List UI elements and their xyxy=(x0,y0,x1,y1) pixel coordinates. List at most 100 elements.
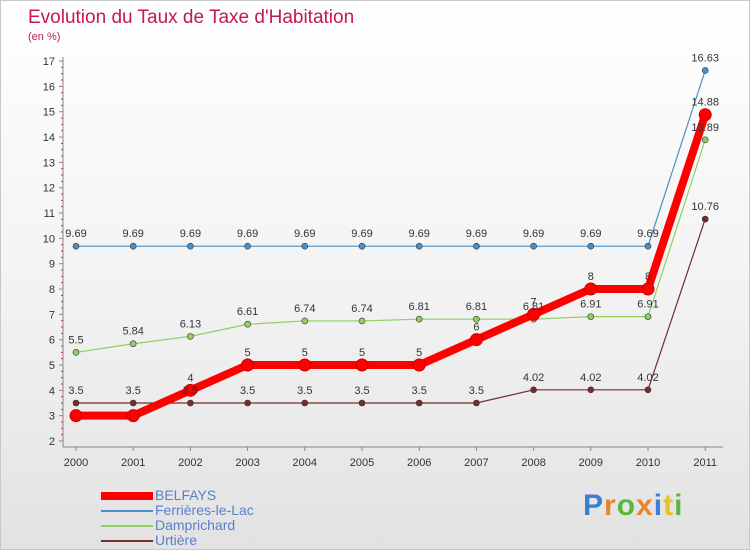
x-tick-label: 2003 xyxy=(235,457,259,469)
data-point xyxy=(187,333,194,340)
data-point xyxy=(69,409,83,423)
logo-letter: i xyxy=(653,489,664,522)
data-point xyxy=(355,358,369,372)
data-point xyxy=(241,358,255,372)
chart-subtitle: (en %) xyxy=(28,31,61,43)
legend-item-damprichard: Damprichard xyxy=(101,518,341,533)
data-label: 6.61 xyxy=(237,306,258,318)
y-tick-label: 6 xyxy=(49,335,55,347)
y-tick-label: 14 xyxy=(43,132,55,144)
data-point xyxy=(358,317,366,325)
data-point xyxy=(644,242,652,250)
data-label: 14.88 xyxy=(691,97,719,109)
data-point xyxy=(415,242,423,250)
legend-item-ferrieres: Ferrières-le-Lac xyxy=(101,503,341,518)
data-point xyxy=(701,215,709,223)
data-label: 6 xyxy=(473,322,479,334)
y-tick-label: 2 xyxy=(49,436,55,448)
y-tick-label: 13 xyxy=(43,157,55,169)
data-label: 3.5 xyxy=(354,385,369,397)
data-label: 5 xyxy=(416,347,422,359)
x-tick-label: 2010 xyxy=(636,457,660,469)
data-point xyxy=(473,315,480,323)
x-tick-label: 2011 xyxy=(693,457,717,469)
data-point xyxy=(129,242,137,250)
x-tick-label: 2002 xyxy=(178,457,202,469)
data-label: 13.89 xyxy=(691,122,719,134)
data-label: 8 xyxy=(588,271,594,283)
data-point xyxy=(301,399,309,407)
data-point xyxy=(530,242,537,250)
y-tick-label: 4 xyxy=(49,385,55,397)
y-tick-label: 17 xyxy=(43,56,55,68)
logo-letter: i xyxy=(674,489,684,522)
data-point xyxy=(244,320,251,328)
data-label: 9.69 xyxy=(408,228,429,240)
x-tick-label: 2005 xyxy=(350,457,374,469)
data-label: 9.69 xyxy=(580,228,601,240)
series-line-damprichard xyxy=(75,139,706,353)
data-label: 6.74 xyxy=(351,303,372,315)
data-point xyxy=(244,242,251,250)
logo-letter: o xyxy=(616,489,637,522)
series-points xyxy=(69,67,712,423)
data-label: 3.5 xyxy=(297,385,312,397)
series-line-ferri-res-le-lac xyxy=(75,69,706,247)
data-point xyxy=(298,358,312,372)
y-tick-label: 16 xyxy=(43,81,55,93)
legend: BELFAYS Ferrières-le-Lac Damprichard Urt… xyxy=(101,488,341,548)
data-point xyxy=(126,409,140,423)
data-label: 6.81 xyxy=(408,301,429,313)
data-point xyxy=(301,317,309,325)
data-point xyxy=(469,333,483,347)
legend-label: Damprichard xyxy=(155,517,236,533)
x-tick-label: 2008 xyxy=(521,457,545,469)
y-tick-label: 11 xyxy=(44,208,55,220)
data-point xyxy=(129,340,137,348)
y-tick-label: 8 xyxy=(49,284,55,296)
data-label: 9.69 xyxy=(122,228,143,240)
data-label: 9.69 xyxy=(65,228,86,240)
data-point xyxy=(701,67,709,74)
legend-label: BELFAYS xyxy=(155,487,217,503)
logo-letter: x xyxy=(636,489,654,522)
data-label: 9.69 xyxy=(637,228,658,240)
x-tick-label: 2004 xyxy=(293,457,317,469)
data-label: 5 xyxy=(245,347,251,359)
data-label: 9.69 xyxy=(294,228,315,240)
data-label: 4.02 xyxy=(523,372,544,384)
legend-swatch-belfays xyxy=(101,491,153,500)
data-label: 4.02 xyxy=(580,372,601,384)
data-point xyxy=(641,282,655,296)
x-tick-label: 2000 xyxy=(64,457,88,469)
series-line-urti-re xyxy=(75,218,706,404)
chart-title: Evolution du Taux de Taxe d'Habitation xyxy=(28,7,355,28)
data-label: 3.5 xyxy=(68,385,83,397)
data-point xyxy=(644,386,652,394)
y-tick-label: 15 xyxy=(43,107,55,119)
x-tick-label: 2007 xyxy=(464,457,488,469)
data-point xyxy=(129,399,137,407)
y-tick-label: 10 xyxy=(43,233,55,245)
x-tick-label: 2001 xyxy=(121,457,145,469)
data-point xyxy=(301,242,309,250)
logo-letter: P xyxy=(583,489,605,522)
data-point xyxy=(587,313,595,320)
data-label: 3.5 xyxy=(183,385,198,397)
data-point xyxy=(527,307,541,321)
legend-label: Urtière xyxy=(155,532,198,548)
data-point xyxy=(72,399,80,407)
data-label: 9.69 xyxy=(466,228,487,240)
data-point xyxy=(701,136,709,144)
data-label: 6.74 xyxy=(294,303,315,315)
data-point xyxy=(473,242,480,250)
legend-item-urtiere: Urtière xyxy=(101,533,341,548)
y-tick-label: 9 xyxy=(49,259,55,271)
series-lines xyxy=(72,69,710,420)
y-tick-label: 7 xyxy=(49,309,55,321)
data-point xyxy=(587,386,595,394)
data-label: 9.69 xyxy=(180,228,201,240)
data-label: 6.91 xyxy=(637,299,658,311)
